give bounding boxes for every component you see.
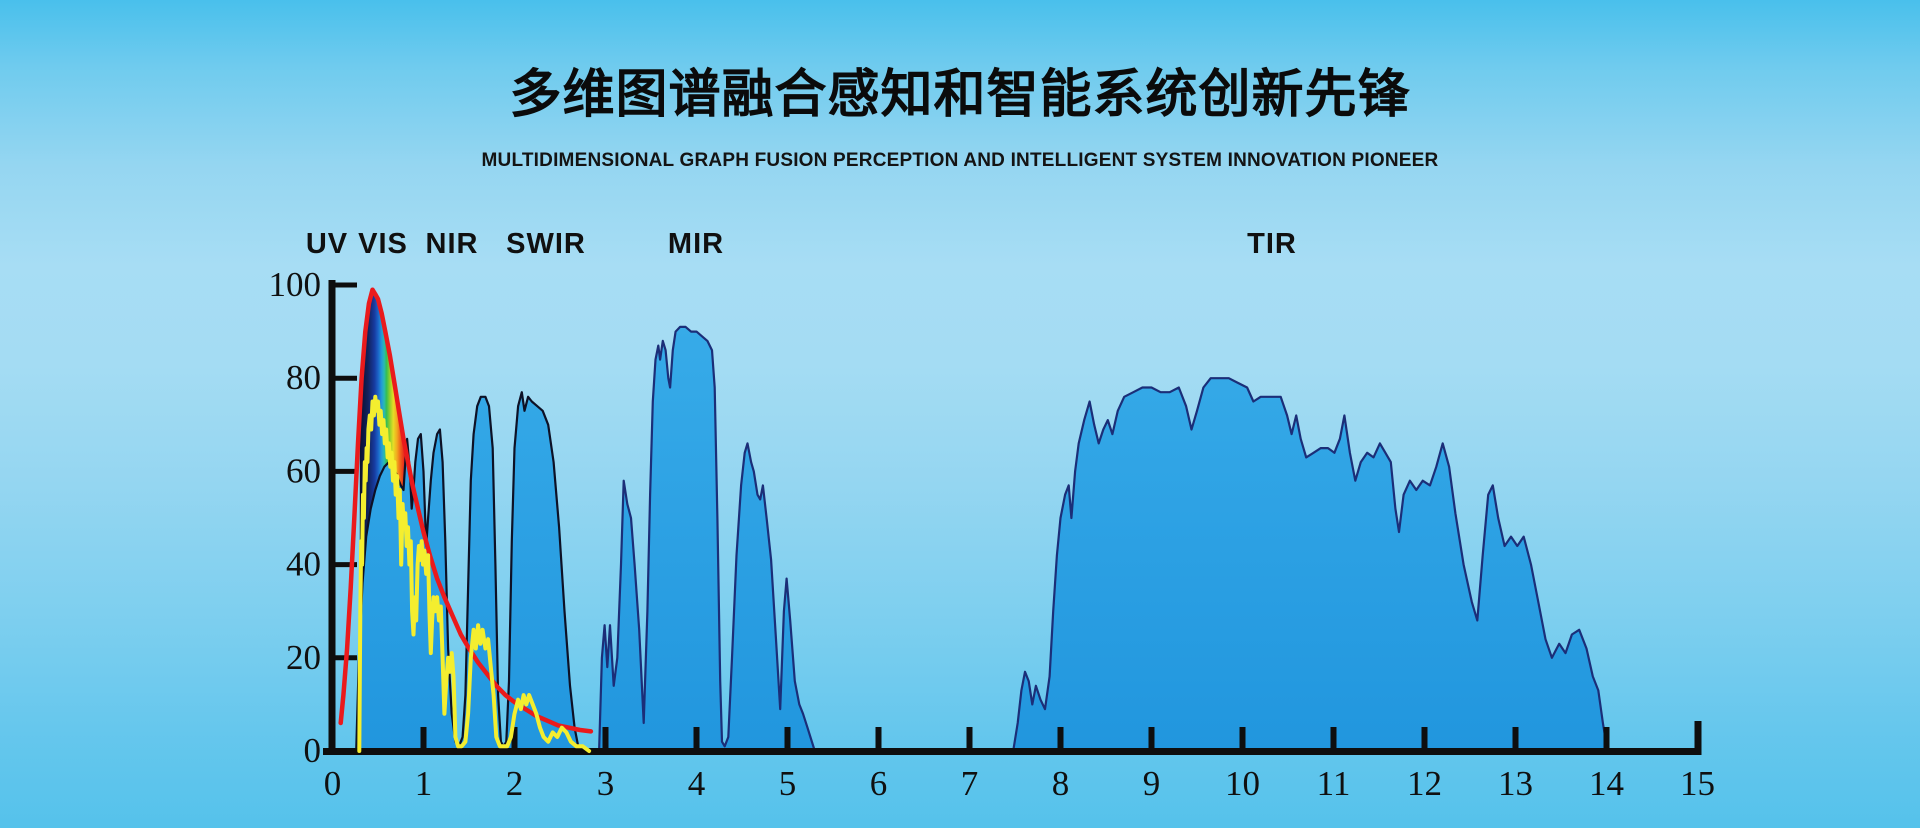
page-title: 多维图谱融合感知和智能系统创新先锋 xyxy=(509,66,1411,124)
x-tick-label-10: 10 xyxy=(1225,764,1260,803)
x-tick-label-4: 4 xyxy=(688,764,706,803)
x-tick-label-7: 7 xyxy=(961,764,979,803)
y-tick-label-40: 40 xyxy=(286,545,321,584)
x-tick-label-14: 14 xyxy=(1589,764,1624,803)
atmospheric-window-tir xyxy=(1012,377,1609,753)
ground-solar-irradiance-curve xyxy=(357,394,592,753)
y-tick-label-20: 20 xyxy=(286,638,321,677)
atmospheric-window-mir xyxy=(598,325,816,753)
x-tick-label-15: 15 xyxy=(1680,764,1715,803)
spectral-band-labels: UV VIS NIR SWIR MIR TIR xyxy=(0,228,1920,268)
y-tick-label-100: 100 xyxy=(269,265,322,304)
band-label-mir: MIR xyxy=(667,228,725,260)
x-tick-label-5: 5 xyxy=(779,764,797,803)
band-label-tir: TIR xyxy=(1247,228,1297,260)
x-tick-label-8: 8 xyxy=(1052,764,1070,803)
y-tick-label-80: 80 xyxy=(286,358,321,397)
x-tick-label-1: 1 xyxy=(415,764,433,803)
x-tick-label-6: 6 xyxy=(870,764,888,803)
y-tick-label-60: 60 xyxy=(286,451,321,490)
x-tick-label-0: 0 xyxy=(324,764,342,803)
x-tick-label-12: 12 xyxy=(1407,764,1442,803)
x-tick-label-13: 13 xyxy=(1498,764,1533,803)
band-label-vis: VIS xyxy=(358,228,408,260)
band-label-swir: SWIR xyxy=(506,228,586,260)
page-subtitle: MULTIDIMENSIONAL GRAPH FUSION PERCEPTION… xyxy=(481,150,1439,171)
x-tick-label-2: 2 xyxy=(506,764,524,803)
band-label-nir: NIR xyxy=(425,228,479,260)
x-tick-label-9: 9 xyxy=(1143,764,1161,803)
band-label-uv: UV xyxy=(305,228,349,260)
y-tick-label-0: 0 xyxy=(304,731,322,770)
x-tick-label-11: 11 xyxy=(1317,764,1351,803)
x-tick-label-3: 3 xyxy=(597,764,615,803)
